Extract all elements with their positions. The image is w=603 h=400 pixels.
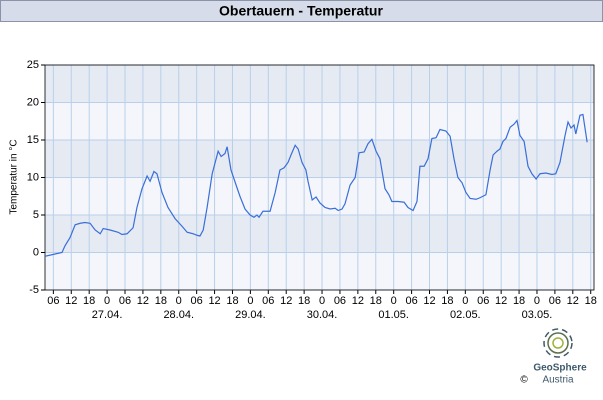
x-tick-label: 06 bbox=[191, 295, 203, 307]
x-tick-label: 06 bbox=[334, 295, 346, 307]
x-tick-label: 18 bbox=[298, 295, 310, 307]
y-tick-label: -5 bbox=[29, 284, 39, 296]
band bbox=[45, 177, 594, 215]
x-tick-label: 12 bbox=[352, 295, 364, 307]
x-tick-label: 06 bbox=[405, 295, 417, 307]
x-tick-label: 18 bbox=[83, 295, 95, 307]
x-tick-label: 18 bbox=[370, 295, 382, 307]
x-tick-label: 06 bbox=[119, 295, 131, 307]
x-tick-label: 0 bbox=[104, 295, 110, 307]
logo-sub: Austria bbox=[542, 375, 574, 386]
y-tick-label: 25 bbox=[27, 59, 39, 71]
date-label: 29.04. bbox=[235, 309, 266, 321]
x-tick-label: 0 bbox=[534, 295, 540, 307]
band bbox=[45, 140, 594, 178]
x-tick-label: 12 bbox=[65, 295, 77, 307]
logo-name: GeoSphere bbox=[533, 363, 587, 374]
y-tick-label: 0 bbox=[33, 246, 39, 258]
x-tick-label: 0 bbox=[462, 295, 468, 307]
y-tick-label: 20 bbox=[27, 96, 39, 108]
date-label: 01.05. bbox=[378, 309, 409, 321]
copyright: © bbox=[520, 375, 528, 386]
y-tick-label: 15 bbox=[27, 134, 39, 146]
temperature-line bbox=[44, 113, 588, 257]
x-tick-label: 12 bbox=[495, 295, 507, 307]
x-tick-label: 0 bbox=[319, 295, 325, 307]
x-tick-label: 18 bbox=[585, 295, 597, 307]
x-tick-label: 18 bbox=[513, 295, 525, 307]
x-tick-label: 18 bbox=[441, 295, 453, 307]
x-tick-label: 0 bbox=[391, 295, 397, 307]
x-tick-label: 18 bbox=[226, 295, 238, 307]
date-label: 28.04. bbox=[163, 309, 194, 321]
band bbox=[45, 102, 594, 140]
x-tick-label: 12 bbox=[567, 295, 579, 307]
x-tick-label: 06 bbox=[47, 295, 59, 307]
x-tick-label: 12 bbox=[280, 295, 292, 307]
band bbox=[45, 65, 594, 103]
x-tick-label: 0 bbox=[176, 295, 182, 307]
x-tick-label: 06 bbox=[549, 295, 561, 307]
logo-icon bbox=[543, 328, 573, 358]
x-tick-label: 06 bbox=[477, 295, 489, 307]
date-label: 02.05. bbox=[450, 309, 481, 321]
y-axis-label: Temperatur in °C bbox=[9, 139, 20, 214]
x-tick-label: 06 bbox=[262, 295, 274, 307]
x-tick-label: 12 bbox=[208, 295, 220, 307]
x-tick-label: 18 bbox=[155, 295, 167, 307]
date-label: 27.04. bbox=[92, 309, 123, 321]
date-label: 03.05. bbox=[522, 309, 553, 321]
y-tick-label: 10 bbox=[27, 171, 39, 183]
x-tick-label: 12 bbox=[137, 295, 149, 307]
x-tick-label: 12 bbox=[423, 295, 435, 307]
chart-title: Obertauern - Temperatur bbox=[219, 3, 383, 19]
band bbox=[45, 252, 594, 290]
band bbox=[45, 215, 594, 253]
plot-frame bbox=[44, 64, 595, 291]
x-tick-label: 0 bbox=[247, 295, 253, 307]
date-label: 30.04. bbox=[307, 309, 338, 321]
y-tick-label: 5 bbox=[33, 209, 39, 221]
